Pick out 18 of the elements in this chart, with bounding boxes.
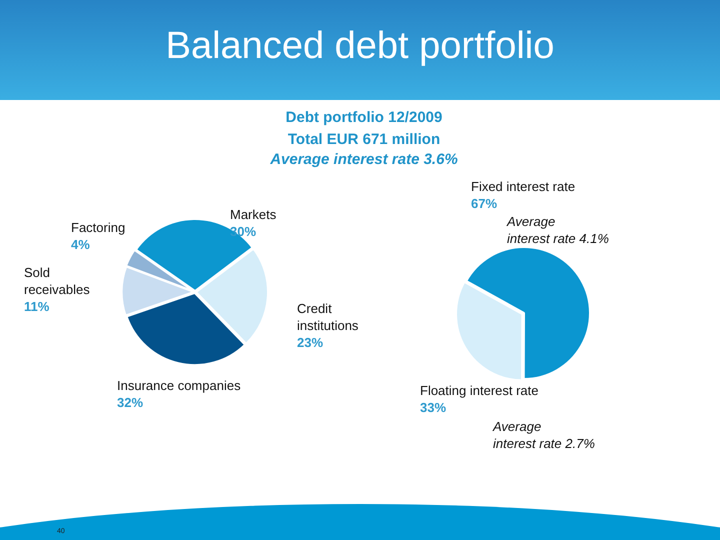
chart-title: Balanced debt portfolio xyxy=(164,24,556,69)
slice-label: Factoring xyxy=(71,220,126,236)
text: Average interest rate 4.1% xyxy=(507,213,609,247)
data-label: 4% xyxy=(71,237,90,252)
data-label: 33% xyxy=(420,400,446,416)
slice-label: Fixed interest rate xyxy=(471,179,576,194)
text: Average interest rate 2.7% xyxy=(493,418,595,452)
data-label: 23% xyxy=(297,335,324,350)
chart-subtitle: Debt portfolio 12/2009 Total EUR 671 million xyxy=(284,108,444,150)
text: Average interest rate 3.6% xyxy=(269,150,459,170)
slice-label: Markets xyxy=(230,207,277,222)
slice-label: Credit institutions xyxy=(297,301,359,334)
slice-label: Insurance companies xyxy=(117,378,242,394)
slice-label: Floating interest rate xyxy=(420,383,539,398)
data-label: 67% xyxy=(471,196,498,212)
data-label: 32% xyxy=(117,395,144,410)
slice-label: Sold receivables xyxy=(24,265,90,298)
data-label: 11% xyxy=(24,299,50,314)
